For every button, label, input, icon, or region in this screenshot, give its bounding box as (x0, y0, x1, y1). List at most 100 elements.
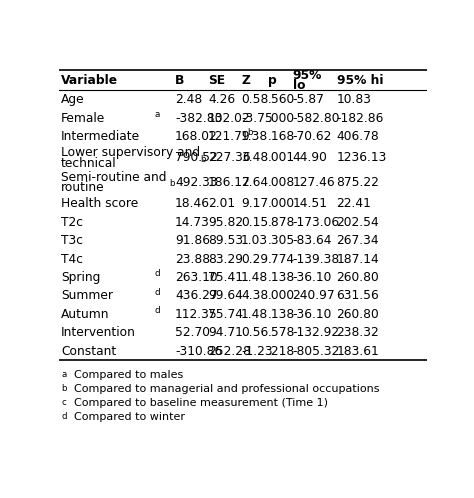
Text: Age: Age (61, 93, 85, 106)
Text: 260.80: 260.80 (337, 308, 379, 321)
Text: 18.46: 18.46 (175, 197, 210, 211)
Text: Spring: Spring (61, 271, 100, 284)
Text: 2.64: 2.64 (241, 176, 268, 189)
Text: .305: .305 (268, 234, 295, 247)
Text: 23.88: 23.88 (175, 252, 210, 265)
Text: .560: .560 (268, 93, 295, 106)
Text: 790.52: 790.52 (175, 151, 218, 164)
Text: .000: .000 (268, 289, 295, 302)
Text: -5.87: -5.87 (292, 93, 324, 106)
Text: .001: .001 (268, 151, 295, 164)
Text: d: d (61, 412, 66, 421)
Text: Compared to baseline measurement (Time 1): Compared to baseline measurement (Time 1… (74, 398, 328, 408)
Text: 631.56: 631.56 (337, 289, 379, 302)
Text: .578: .578 (268, 326, 295, 339)
Text: Compared to managerial and professional occupations: Compared to managerial and professional … (74, 384, 379, 394)
Text: -3.75: -3.75 (241, 112, 273, 124)
Text: SE: SE (208, 74, 225, 87)
Text: 9.17: 9.17 (241, 197, 268, 211)
Text: T3c: T3c (61, 234, 83, 247)
Text: Compared to winter: Compared to winter (74, 412, 185, 422)
Text: 227.36: 227.36 (208, 151, 251, 164)
Text: -132.92: -132.92 (292, 326, 340, 339)
Text: b: b (247, 128, 253, 137)
Text: 183.61: 183.61 (337, 345, 379, 358)
Text: 0.15: 0.15 (241, 216, 268, 229)
Text: d: d (154, 269, 160, 278)
Text: 0.29: 0.29 (241, 252, 268, 265)
Text: 83.29: 83.29 (208, 252, 243, 265)
Text: -382.83: -382.83 (175, 112, 222, 124)
Text: c: c (61, 398, 66, 407)
Text: 44.90: 44.90 (292, 151, 328, 164)
Text: 102.02: 102.02 (208, 112, 251, 124)
Text: -36.10: -36.10 (292, 308, 332, 321)
Text: 127.46: 127.46 (292, 176, 335, 189)
Text: 260.80: 260.80 (337, 271, 379, 284)
Text: Intervention: Intervention (61, 326, 136, 339)
Text: 75.41: 75.41 (208, 271, 243, 284)
Text: Compared to males: Compared to males (74, 371, 183, 380)
Text: 121.79: 121.79 (208, 130, 251, 143)
Text: 168.02: 168.02 (175, 130, 218, 143)
Text: 187.14: 187.14 (337, 252, 379, 265)
Text: routine: routine (61, 181, 105, 194)
Text: 99.64: 99.64 (208, 289, 243, 302)
Text: 267.34: 267.34 (337, 234, 379, 247)
Text: Female: Female (61, 112, 105, 124)
Text: 14.51: 14.51 (292, 197, 328, 211)
Text: 875.22: 875.22 (337, 176, 380, 189)
Text: -310.86: -310.86 (175, 345, 222, 358)
Text: .168: .168 (268, 130, 295, 143)
Text: -70.62: -70.62 (292, 130, 332, 143)
Text: 4.26: 4.26 (208, 93, 235, 106)
Text: 14.73: 14.73 (175, 216, 210, 229)
Text: 95%: 95% (292, 69, 322, 82)
Text: 0.56: 0.56 (241, 326, 268, 339)
Text: 95.82: 95.82 (208, 216, 243, 229)
Text: 202.54: 202.54 (337, 216, 379, 229)
Text: 1236.13: 1236.13 (337, 151, 387, 164)
Text: -139.38: -139.38 (292, 252, 340, 265)
Text: 22.41: 22.41 (337, 197, 372, 211)
Text: d: d (154, 306, 160, 315)
Text: -1.23: -1.23 (241, 345, 273, 358)
Text: 89.53: 89.53 (208, 234, 243, 247)
Text: -83.64: -83.64 (292, 234, 332, 247)
Text: .138: .138 (268, 308, 295, 321)
Text: -182.86: -182.86 (337, 112, 384, 124)
Text: 10.83: 10.83 (337, 93, 372, 106)
Text: Autumn: Autumn (61, 308, 109, 321)
Text: b: b (201, 155, 206, 164)
Text: 4.38: 4.38 (241, 289, 268, 302)
Text: Lower supervisory and: Lower supervisory and (61, 146, 200, 159)
Text: 1.48: 1.48 (241, 271, 268, 284)
Text: 406.78: 406.78 (337, 130, 379, 143)
Text: 186.17: 186.17 (208, 176, 251, 189)
Text: .008: .008 (268, 176, 295, 189)
Text: Health score: Health score (61, 197, 138, 211)
Text: Variable: Variable (61, 74, 118, 87)
Text: 94.71: 94.71 (208, 326, 243, 339)
Text: a: a (154, 110, 160, 119)
Text: lo: lo (292, 79, 305, 92)
Text: 112.35: 112.35 (175, 308, 218, 321)
Text: .000: .000 (268, 197, 295, 211)
Text: 492.33: 492.33 (175, 176, 218, 189)
Text: 95% hi: 95% hi (337, 74, 383, 87)
Text: Summer: Summer (61, 289, 113, 302)
Text: p: p (268, 74, 277, 87)
Text: 1.38: 1.38 (241, 130, 268, 143)
Text: b: b (61, 384, 66, 393)
Text: 238.32: 238.32 (337, 326, 379, 339)
Text: 252.28: 252.28 (208, 345, 251, 358)
Text: -36.10: -36.10 (292, 271, 332, 284)
Text: 2.01: 2.01 (208, 197, 235, 211)
Text: .000: .000 (268, 112, 295, 124)
Text: 436.27: 436.27 (175, 289, 218, 302)
Text: 91.86: 91.86 (175, 234, 210, 247)
Text: technical: technical (61, 156, 117, 170)
Text: 75.74: 75.74 (208, 308, 243, 321)
Text: .218: .218 (268, 345, 295, 358)
Text: -173.06: -173.06 (292, 216, 340, 229)
